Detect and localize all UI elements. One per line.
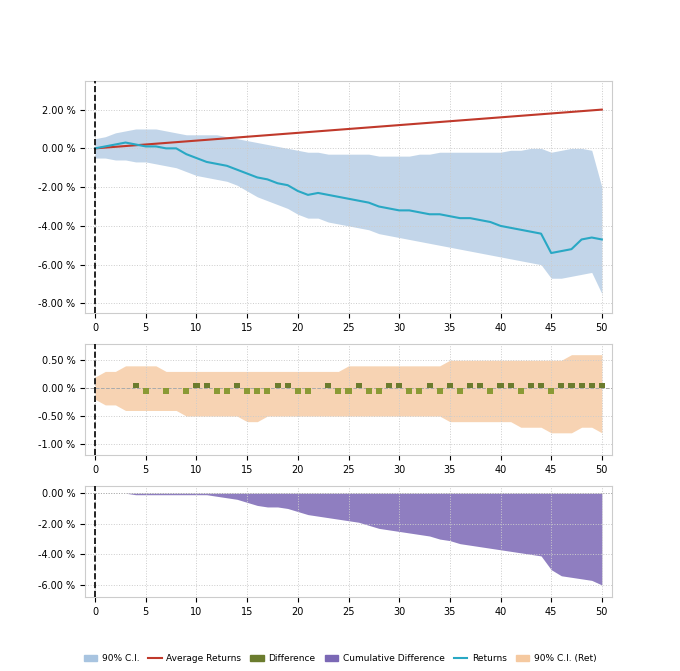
Bar [305, 388, 311, 394]
Bar [467, 382, 473, 388]
Bar [426, 382, 432, 388]
Bar [335, 388, 341, 394]
Bar [285, 382, 291, 388]
Bar [244, 388, 250, 394]
Bar [579, 382, 585, 388]
Bar [203, 382, 209, 388]
Bar [507, 382, 513, 388]
Bar [325, 382, 331, 388]
Bar [589, 382, 595, 388]
Bar [406, 388, 412, 394]
Bar [214, 388, 220, 394]
Bar [163, 388, 169, 394]
Bar [599, 382, 605, 388]
Bar [224, 388, 230, 394]
Bar [184, 388, 190, 394]
Bar [517, 388, 524, 394]
Bar [295, 388, 301, 394]
Bar [376, 388, 382, 394]
Bar [457, 388, 463, 394]
Bar [447, 382, 453, 388]
Bar [488, 388, 494, 394]
Bar [477, 382, 483, 388]
Bar [366, 388, 372, 394]
Bar [528, 382, 534, 388]
Bar [234, 382, 240, 388]
Bar [568, 382, 575, 388]
Bar [386, 382, 392, 388]
Bar [345, 388, 352, 394]
Bar [265, 388, 271, 394]
Bar [548, 388, 554, 394]
Bar [558, 382, 564, 388]
Bar [254, 388, 260, 394]
Bar [193, 382, 199, 388]
Bar [416, 388, 422, 394]
Bar [143, 388, 149, 394]
Bar [356, 382, 362, 388]
Bar [498, 382, 504, 388]
Legend: 90% C.I., Average Returns, Difference, Cumulative Difference, Returns, 90% C.I. : 90% C.I., Average Returns, Difference, C… [80, 650, 600, 666]
Bar [275, 382, 281, 388]
Bar [396, 382, 402, 388]
Bar [538, 382, 544, 388]
Bar [437, 388, 443, 394]
Bar [133, 382, 139, 388]
